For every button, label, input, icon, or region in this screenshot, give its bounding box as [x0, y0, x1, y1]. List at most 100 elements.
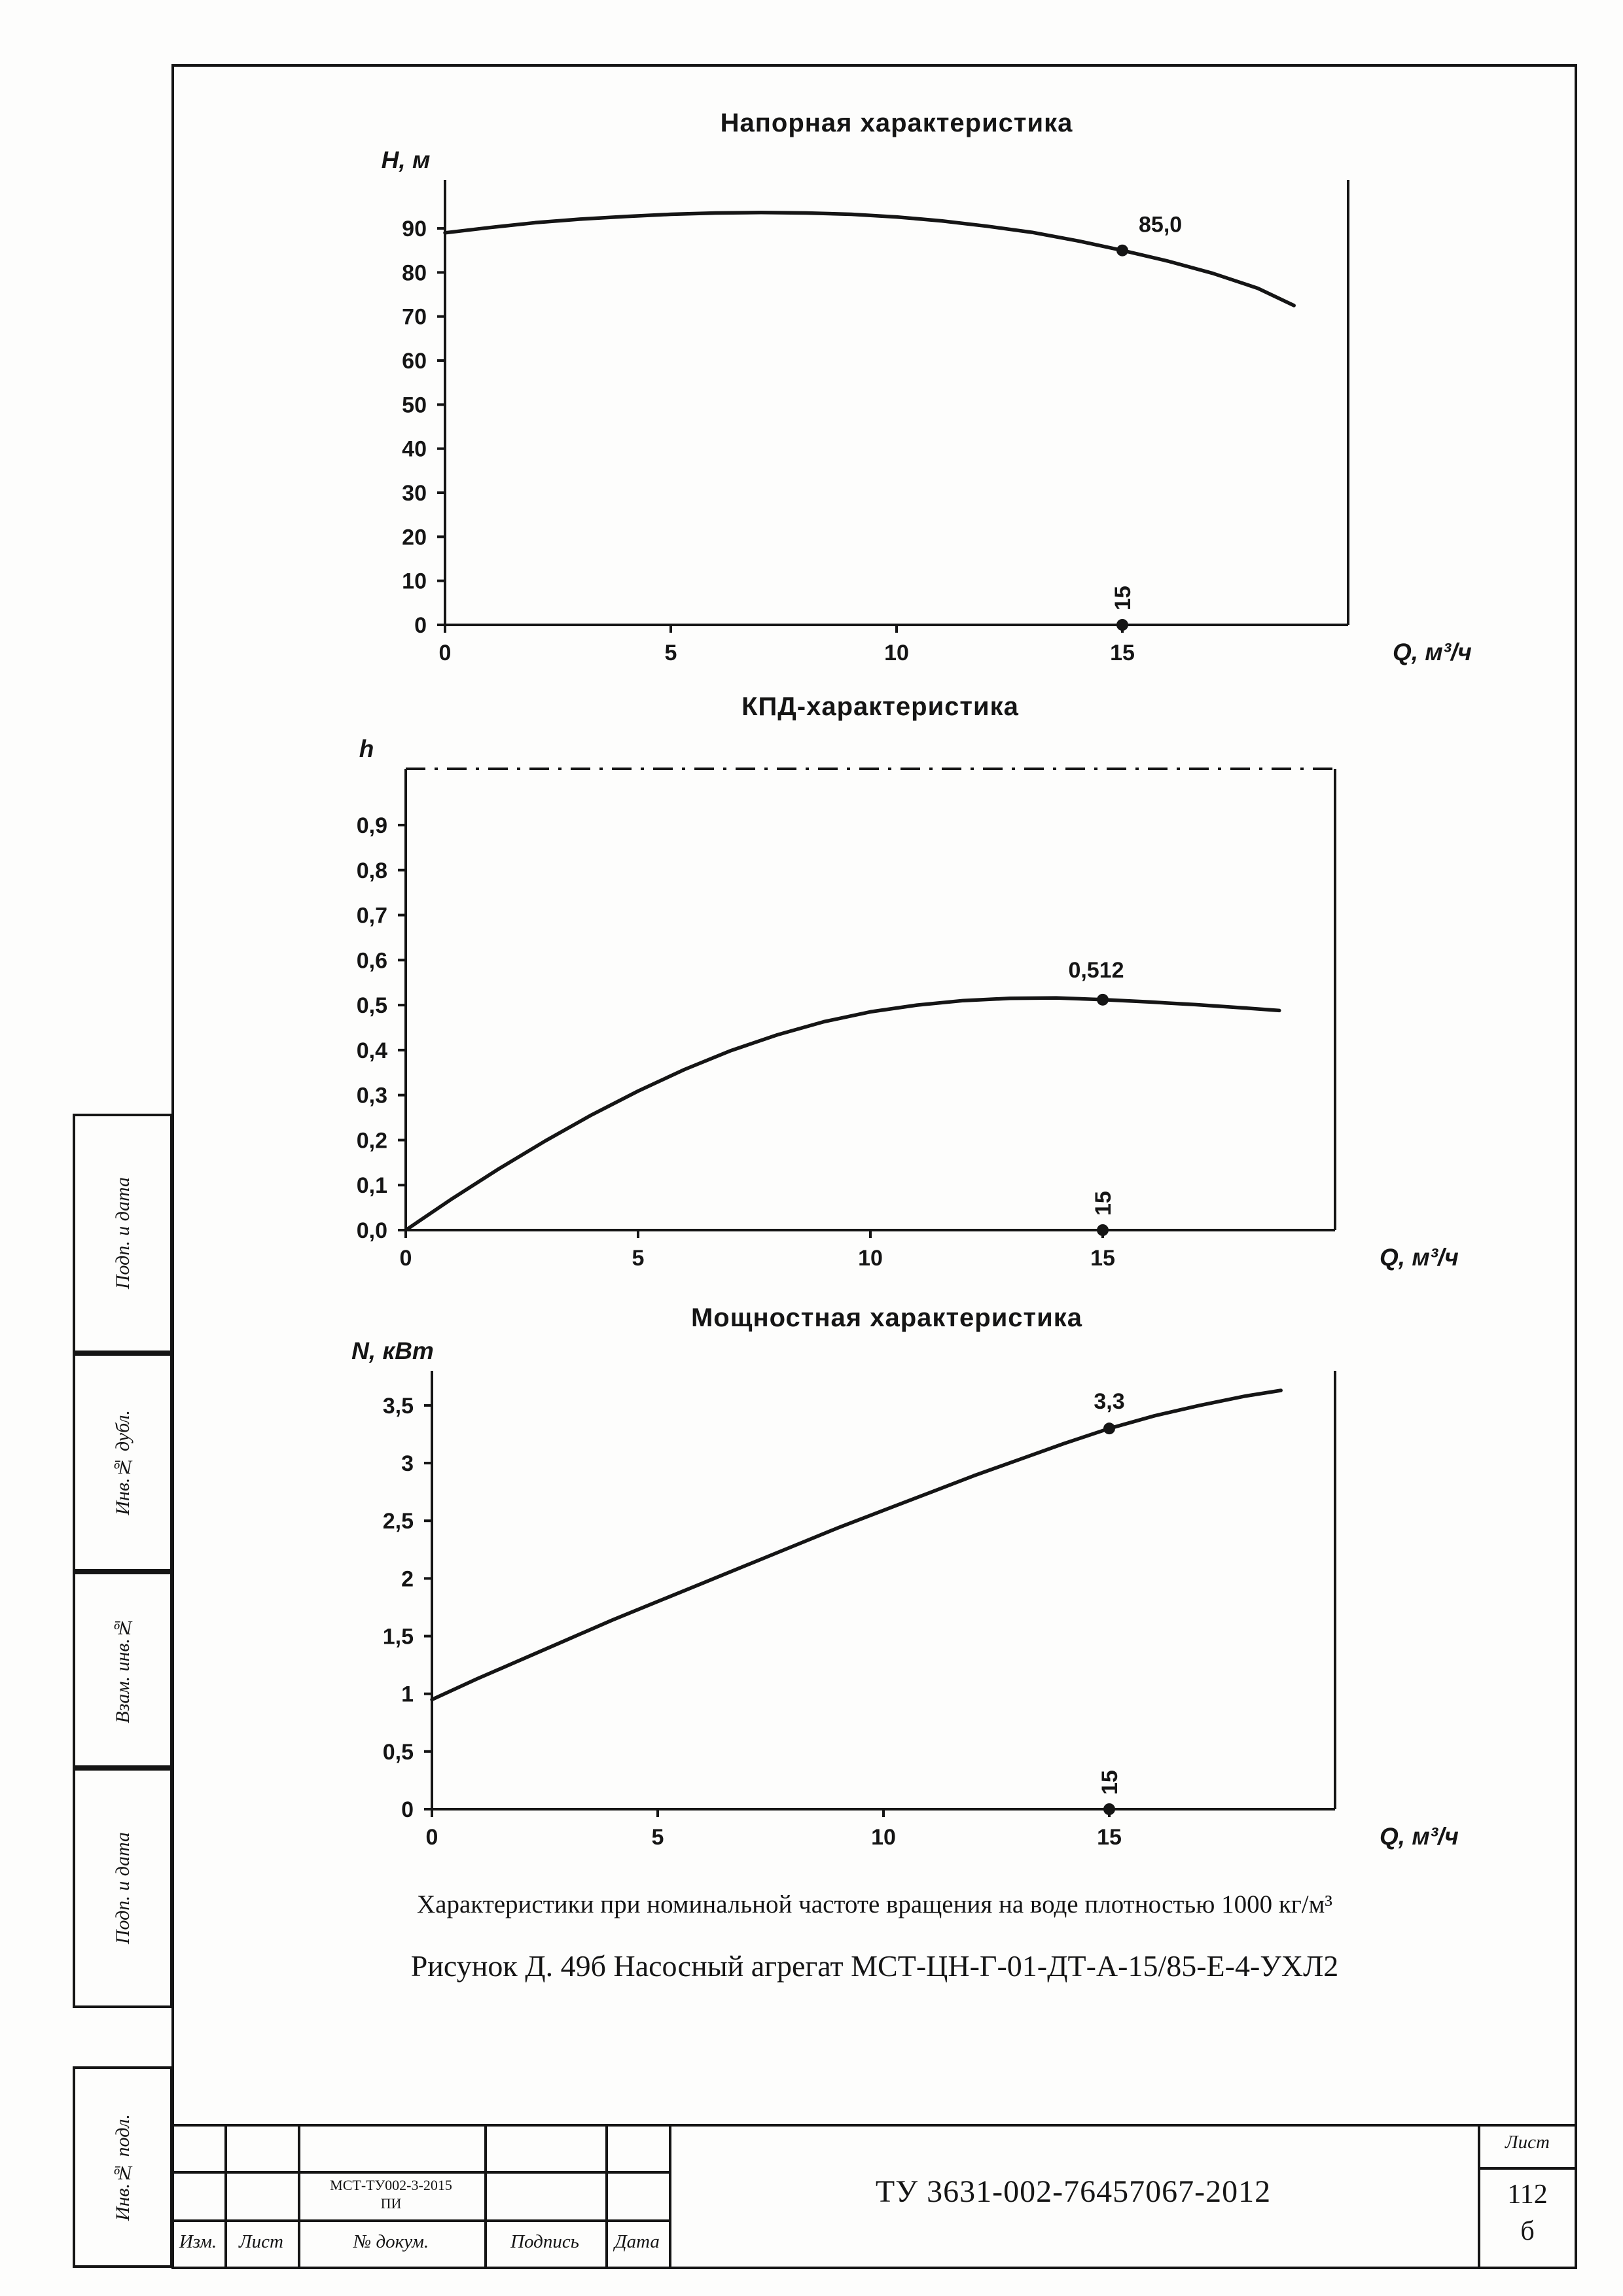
stamp-box-podp-i-data-2: Подп. и дата	[73, 1768, 173, 2008]
column-header-docnum: № докум.	[353, 2231, 429, 2252]
title-block-sheet-line	[1478, 2167, 1577, 2170]
chart-title-power: Мощностная характеристика	[690, 1303, 1082, 1332]
document-code-cell: МСТ-ТУ002-3-2015 ПИ	[298, 2176, 484, 2213]
y-tick-label: 50	[402, 393, 427, 417]
y-tick-label: 3	[401, 1451, 414, 1476]
drawing-frame	[171, 64, 1577, 2269]
stamp-label: Инв.№ дубл.	[111, 1409, 134, 1515]
y-axis-label: N, кВт	[351, 1338, 434, 1364]
chart-title-head: Напорная характеристика	[720, 109, 1073, 137]
y-tick-label: 70	[402, 305, 427, 330]
y-tick-label: 60	[402, 349, 427, 374]
efficiency-characteristic-chart: 0,0 0,1 0,2 0,3 0,4 0,5 0,6 0,7 0,8 0,9 0 5 10 15 h Q, …	[357, 735, 1459, 1271]
x-tick-label: 5	[665, 641, 677, 665]
operating-point-label: 3,3	[1094, 1389, 1124, 1414]
operating-point-label: 0,512	[1068, 958, 1124, 983]
column-header-data: Дата	[615, 2231, 660, 2252]
stamp-label: Подп. и дата	[111, 1831, 134, 1945]
x-tick-label: 10	[884, 641, 909, 665]
x-tick-label: 0	[439, 641, 452, 665]
title-block-col-line	[224, 2124, 227, 2268]
characteristic-curve	[404, 996, 1281, 1232]
operating-point-dot	[1103, 1422, 1115, 1435]
title-block-top-line	[171, 2124, 1577, 2127]
chart-title-efficiency: КПД-характеристика	[741, 692, 1019, 721]
x-tick-label: 15	[1090, 1246, 1115, 1271]
title-block-col-line	[669, 2124, 671, 2268]
operating-point-label: 85,0	[1139, 213, 1182, 238]
y-tick-label: 20	[402, 525, 427, 550]
y-tick-label: 0,0	[357, 1218, 387, 1243]
stamp-box-inv-dubl: Инв.№ дубл.	[73, 1353, 173, 1572]
x-axis-label: Q, м³/ч	[1393, 639, 1472, 665]
y-tick-label: 0,1	[357, 1173, 387, 1198]
characteristic-curve	[430, 1388, 1283, 1702]
title-block-row-line	[171, 2171, 671, 2174]
power-characteristic-chart: 0 0,5 1 1,5 2 2,5 3 3,5 0 5 10 15 N, кВт Q, м³/ч 3,3 15	[351, 1338, 1459, 1850]
y-tick-label: 0,5	[357, 993, 387, 1018]
sheet-suffix: б	[1520, 2216, 1535, 2246]
y-tick-label: 90	[402, 217, 427, 241]
y-axis-label: H, м	[382, 147, 431, 173]
characteristic-curve	[443, 211, 1296, 308]
x-tick-label: 15	[1110, 641, 1135, 665]
y-tick-label: 0	[414, 613, 427, 638]
y-tick-label: 1,5	[383, 1625, 414, 1650]
stamp-label: Подп. и дата	[111, 1177, 134, 1290]
x-axis-label: Q, м³/ч	[1380, 1244, 1459, 1271]
title-block-col-line	[1478, 2124, 1480, 2268]
title-block-col-line	[298, 2124, 300, 2268]
x-tick-label: 0	[426, 1825, 438, 1850]
y-tick-label: 0,3	[357, 1084, 387, 1108]
y-tick-label: 30	[402, 481, 427, 506]
y-tick-label: 0	[401, 1797, 414, 1822]
x-tick-label: 15	[1097, 1825, 1122, 1850]
y-tick-label: 0,7	[357, 904, 387, 928]
document-code-line1: МСТ-ТУ002-3-2015	[330, 2177, 452, 2193]
sheet-label: Лист	[1505, 2132, 1550, 2153]
y-tick-label: 40	[402, 437, 427, 462]
stamp-label: Взам. инв.№	[111, 1616, 134, 1723]
stamp-label: Инв.№ подл.	[111, 2113, 134, 2221]
x-tick-label: 10	[871, 1825, 896, 1850]
axis-point-dot	[1116, 619, 1128, 631]
axis-point-label: 15	[1111, 586, 1135, 610]
y-tick-label: 10	[402, 569, 427, 594]
axis-point-label: 15	[1097, 1770, 1122, 1795]
column-header-izm: Изм.	[179, 2231, 217, 2252]
title-block-row-line	[171, 2219, 671, 2222]
x-tick-label: 10	[858, 1246, 883, 1271]
y-tick-label: 0,9	[357, 813, 387, 838]
x-tick-label: 5	[652, 1825, 664, 1850]
y-tick-label: 0,6	[357, 948, 387, 973]
head-characteristic-chart: 0 10 20 30 40 50 60 70 80 90 0 5 10 15 H, м Q, м³/ч 85,0…	[382, 147, 1472, 665]
title-block-col-line	[605, 2124, 608, 2268]
stamp-box-vzam-inv: Взам. инв.№	[73, 1572, 173, 1768]
figure-note: Характеристики при номинальной частоте в…	[416, 1890, 1332, 1918]
y-tick-label: 0,5	[383, 1740, 414, 1765]
figure-caption: Рисунок Д. 49б Насосный агрегат МСТ-ЦН-Г…	[410, 1949, 1339, 1983]
x-axis-label: Q, м³/ч	[1380, 1823, 1459, 1850]
axis-point-dot	[1097, 1224, 1109, 1236]
stamp-box-podp-i-data-1: Подп. и дата	[73, 1114, 173, 1353]
document-code-line2: ПИ	[380, 2195, 402, 2212]
operating-point-dot	[1097, 993, 1109, 1006]
document-number: ТУ 3631-002-76457067-2012	[875, 2174, 1272, 2209]
column-header-podpis: Подпись	[510, 2231, 579, 2252]
y-tick-label: 0,4	[357, 1038, 387, 1063]
x-tick-label: 5	[632, 1246, 645, 1271]
y-axis-label: h	[359, 735, 374, 762]
y-tick-label: 80	[402, 260, 427, 285]
y-tick-label: 1	[401, 1682, 414, 1707]
sheet-number-cell: 112 б	[1478, 2176, 1577, 2250]
x-tick-label: 0	[400, 1246, 412, 1271]
y-tick-label: 2,5	[383, 1509, 414, 1534]
column-header-list: Лист	[239, 2231, 283, 2252]
stamp-box-inv-podl: Инв.№ подл.	[73, 2066, 173, 2268]
y-tick-label: 2	[401, 1566, 414, 1591]
y-tick-label: 3,5	[383, 1394, 414, 1419]
sheet-number: 112	[1507, 2180, 1548, 2210]
axis-point-label: 15	[1091, 1191, 1116, 1216]
operating-point-dot	[1116, 244, 1128, 256]
